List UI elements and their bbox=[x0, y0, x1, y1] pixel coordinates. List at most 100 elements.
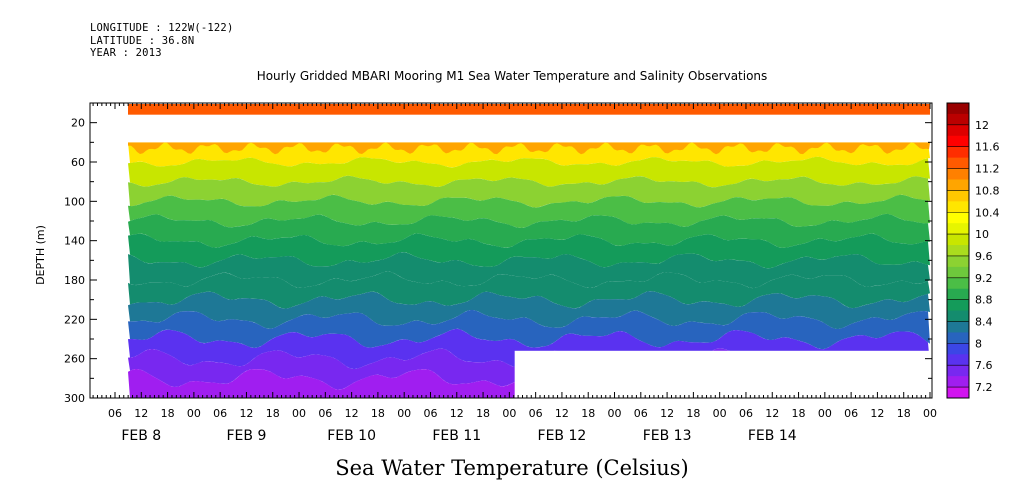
colorbar-swatch bbox=[947, 299, 969, 312]
colorbar-swatch bbox=[947, 124, 969, 137]
x-tick-label: 18 bbox=[476, 407, 490, 420]
temperature-layer bbox=[128, 309, 930, 350]
colorbar-swatch bbox=[947, 113, 969, 126]
plot-frame bbox=[89, 102, 933, 399]
colorbar-label: 10.4 bbox=[975, 206, 1000, 219]
colorbar: 12 11.6 11.2 10.8 10.4 10 9.6 9.2 8.8 8.4 8 7.6 7.2 bbox=[946, 102, 1000, 399]
x-tick-label: 12 bbox=[660, 407, 674, 420]
colorbar-label: 8 bbox=[975, 337, 982, 350]
colorbar-swatch bbox=[947, 157, 969, 170]
x-tick-label: 06 bbox=[423, 407, 437, 420]
x-tick-label: 00 bbox=[923, 407, 937, 420]
colorbar-swatch bbox=[947, 135, 969, 148]
colorbar-label: 8.4 bbox=[975, 316, 993, 329]
x-day-label: FEB 14 bbox=[748, 428, 797, 444]
x-tick-label: 12 bbox=[239, 407, 253, 420]
temperature-layer bbox=[128, 252, 930, 289]
x-tick-label: 06 bbox=[529, 407, 543, 420]
colorbar-swatch bbox=[947, 168, 969, 180]
colorbar-frame bbox=[946, 102, 970, 399]
x-day-label: FEB 11 bbox=[432, 428, 481, 444]
colorbar-label: 10.8 bbox=[975, 184, 1000, 197]
colorbar-swatch bbox=[947, 245, 969, 257]
colorbar-label: 9.2 bbox=[975, 272, 993, 285]
chart-caption: Sea Water Temperature (Celsius) bbox=[335, 456, 689, 480]
colorbar-label: 12 bbox=[975, 119, 989, 132]
colorbar-swatch bbox=[947, 179, 969, 191]
y-tick-label: 300 bbox=[64, 392, 85, 405]
x-tick-label: 18 bbox=[897, 407, 911, 420]
colorbar-label: 8.8 bbox=[975, 294, 993, 307]
temperature-layer bbox=[128, 194, 930, 228]
x-tick-label: 12 bbox=[134, 407, 148, 420]
metadata-block: LONGITUDE : 122W(-122) LATITUDE : 36.8N … bbox=[90, 22, 233, 60]
x-tick-label: 12 bbox=[450, 407, 464, 420]
colorbar-swatch bbox=[947, 103, 969, 115]
x-tick-label: 18 bbox=[371, 407, 385, 420]
left-no-data-region bbox=[91, 104, 128, 398]
x-tick-label: 12 bbox=[345, 407, 359, 420]
colorbar-swatch bbox=[947, 223, 969, 235]
longitude-label: LONGITUDE : 122W(-122) bbox=[90, 22, 234, 34]
x-tick-label: 00 bbox=[713, 407, 727, 420]
temperature-layer bbox=[128, 156, 930, 188]
x-tick-label: 12 bbox=[555, 407, 569, 420]
temperature-layer bbox=[128, 175, 930, 208]
y-tick-label: 60 bbox=[71, 156, 85, 169]
y-axis-label: DEPTH (m) bbox=[34, 225, 47, 285]
x-tick-label: 00 bbox=[187, 407, 201, 420]
surface-temperature-band bbox=[128, 104, 930, 115]
y-tick-label: 220 bbox=[64, 313, 85, 326]
x-tick-label: 06 bbox=[318, 407, 332, 420]
colorbar-swatch bbox=[947, 321, 969, 333]
x-tick-label: 18 bbox=[266, 407, 280, 420]
colorbar-swatch bbox=[947, 255, 969, 268]
colorbar-swatch bbox=[947, 266, 969, 279]
colorbar-swatch bbox=[947, 354, 969, 366]
x-tick-label: 18 bbox=[792, 407, 806, 420]
x-day-label: FEB 12 bbox=[538, 428, 587, 444]
x-tick-label: 12 bbox=[870, 407, 884, 420]
x-tick-label: 12 bbox=[765, 407, 779, 420]
x-tick-label: 00 bbox=[502, 407, 516, 420]
colorbar-swatch bbox=[947, 310, 969, 323]
x-day-label: FEB 10 bbox=[327, 428, 376, 444]
temperature-layer bbox=[128, 291, 930, 330]
x-day-label: FEB 8 bbox=[121, 428, 161, 444]
colorbar-swatch bbox=[947, 234, 969, 246]
colorbar-swatch bbox=[947, 332, 969, 344]
colorbar-swatch bbox=[947, 201, 969, 213]
colorbar-label: 9.6 bbox=[975, 250, 993, 263]
colorbar-label: 7.2 bbox=[975, 381, 993, 394]
x-day-label: FEB 13 bbox=[643, 428, 692, 444]
axes: 20 60 100 140 180 220 260 300 06 12 18 00 06 12 18 00 06… bbox=[64, 102, 937, 444]
x-tick-label: 06 bbox=[213, 407, 227, 420]
x-tick-label: 00 bbox=[608, 407, 622, 420]
y-tick-label: 100 bbox=[64, 195, 85, 208]
colorbar-swatch bbox=[947, 365, 969, 377]
y-tick-label: 260 bbox=[64, 353, 85, 366]
x-day-label: FEB 9 bbox=[227, 428, 267, 444]
y-tick-label: 180 bbox=[64, 274, 85, 287]
x-tick-label: 18 bbox=[686, 407, 700, 420]
colorbar-swatch bbox=[947, 190, 969, 202]
colorbar-label: 11.6 bbox=[975, 141, 1000, 154]
latitude-label: LATITUDE : 36.8N bbox=[90, 34, 195, 47]
colorbar-label: 11.2 bbox=[975, 163, 1000, 176]
colorbar-swatch bbox=[947, 387, 969, 399]
colorbar-label: 10 bbox=[975, 228, 989, 241]
year-label: YEAR : 2013 bbox=[90, 47, 162, 59]
temperature-layer bbox=[128, 271, 930, 309]
colorbar-swatch bbox=[947, 146, 969, 159]
top-fringe-layer bbox=[128, 142, 930, 155]
colorbar-swatch bbox=[947, 277, 969, 290]
mid-no-data-band bbox=[128, 114, 930, 143]
colorbar-swatch bbox=[947, 212, 969, 224]
plot-area bbox=[91, 104, 933, 398]
x-tick-label: 06 bbox=[108, 407, 122, 420]
colorbar-swatch bbox=[947, 376, 969, 388]
y-tick-label: 140 bbox=[64, 235, 85, 248]
colorbar-label: 7.6 bbox=[975, 359, 993, 372]
x-tick-label: 18 bbox=[161, 407, 175, 420]
